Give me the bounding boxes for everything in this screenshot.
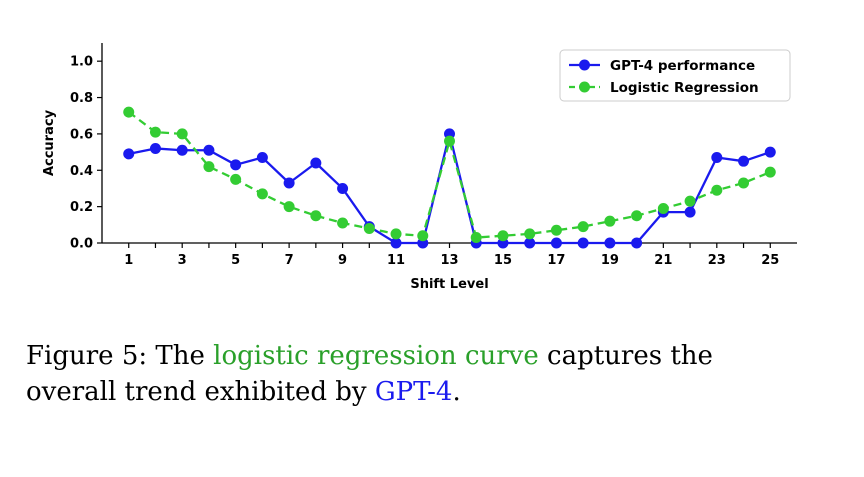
data-point (711, 184, 723, 196)
data-point (310, 210, 322, 222)
x-tick-label: 17 (547, 253, 565, 268)
data-point (149, 142, 161, 154)
x-axis-label: Shift Level (410, 277, 488, 292)
data-point (604, 215, 616, 227)
data-point (337, 217, 349, 229)
legend-swatch-marker (579, 81, 590, 93)
data-point (684, 206, 696, 218)
caption-prefix: Figure 5: The (26, 341, 214, 371)
data-point (684, 195, 696, 207)
chart-axes: 0.00.20.40.60.81.01 3 5 7 9 11 13 15 17 19 21 23 25S… (42, 43, 797, 292)
legend-label: GPT-4 performance (610, 58, 755, 74)
data-point (363, 222, 375, 234)
data-point (604, 237, 616, 249)
chart-legend: GPT-4 performance Logistic Regression (559, 49, 791, 102)
data-point (310, 157, 322, 169)
data-point (550, 224, 562, 236)
data-point (524, 228, 536, 240)
data-point (631, 210, 643, 222)
data-point (524, 237, 536, 249)
data-point (631, 237, 643, 249)
data-point (256, 188, 268, 200)
y-tick-label: 0.8 (70, 91, 93, 106)
y-tick-label: 0.4 (70, 164, 93, 179)
y-tick-label: 0.2 (70, 200, 93, 215)
data-point (550, 237, 562, 249)
y-tick-label: 0.0 (70, 237, 93, 252)
caption-highlight-blue: GPT-4 (374, 377, 453, 407)
data-point (203, 161, 215, 173)
data-point (123, 148, 135, 160)
data-point (711, 152, 723, 164)
x-tick-label: 23 (708, 253, 726, 268)
data-point (176, 144, 188, 156)
x-tick-label: 21 (654, 253, 672, 268)
data-point (577, 237, 589, 249)
caption-suffix: . (452, 377, 461, 407)
data-point (203, 144, 215, 156)
x-tick-label: 7 (285, 253, 294, 268)
x-tick-label: 15 (494, 253, 512, 268)
y-axis-label: Accuracy (42, 109, 57, 176)
data-point (176, 128, 188, 140)
data-point (230, 159, 242, 171)
data-point (470, 232, 482, 244)
data-point (390, 237, 402, 249)
x-tick-label: 11 (387, 253, 405, 268)
data-point (738, 155, 750, 167)
data-point (123, 106, 135, 118)
data-point (417, 230, 429, 242)
data-point (497, 230, 509, 242)
data-point (337, 182, 349, 194)
data-point (390, 228, 402, 240)
y-tick-label: 0.6 (70, 127, 93, 142)
line-chart: 0.00.20.40.60.81.01 3 5 7 9 11 13 15 17 19 21 23 25S… (42, 43, 797, 292)
legend-swatch-marker (579, 59, 590, 71)
data-point (764, 146, 776, 158)
x-tick-label: 25 (761, 253, 779, 268)
caption-highlight-green: logistic regression curve (213, 341, 539, 371)
y-tick-label: 1.0 (70, 55, 93, 70)
x-tick-label: 3 (178, 253, 187, 268)
series-1 (123, 106, 776, 244)
data-point (738, 177, 750, 189)
x-tick-label: 1 (124, 253, 133, 268)
caption-middle: captures the overall trend exhibited by (26, 341, 713, 407)
series-line (128, 132, 771, 245)
chart-series (123, 106, 776, 249)
figure-caption: Figure 5: The logistic regression curve … (26, 338, 796, 410)
data-point (149, 126, 161, 138)
x-tick-label: 5 (231, 253, 240, 268)
data-point (444, 135, 455, 147)
data-point (230, 173, 242, 185)
data-point (657, 202, 669, 214)
data-point (256, 152, 268, 164)
x-tick-label: 9 (338, 253, 347, 268)
data-point (764, 166, 776, 178)
legend-label: Logistic Regression (610, 80, 759, 96)
legend-box (559, 49, 791, 102)
data-point (283, 177, 295, 189)
x-tick-label: 19 (601, 253, 619, 268)
x-tick-label: 13 (440, 253, 458, 268)
data-point (577, 221, 589, 233)
data-point (283, 201, 295, 213)
